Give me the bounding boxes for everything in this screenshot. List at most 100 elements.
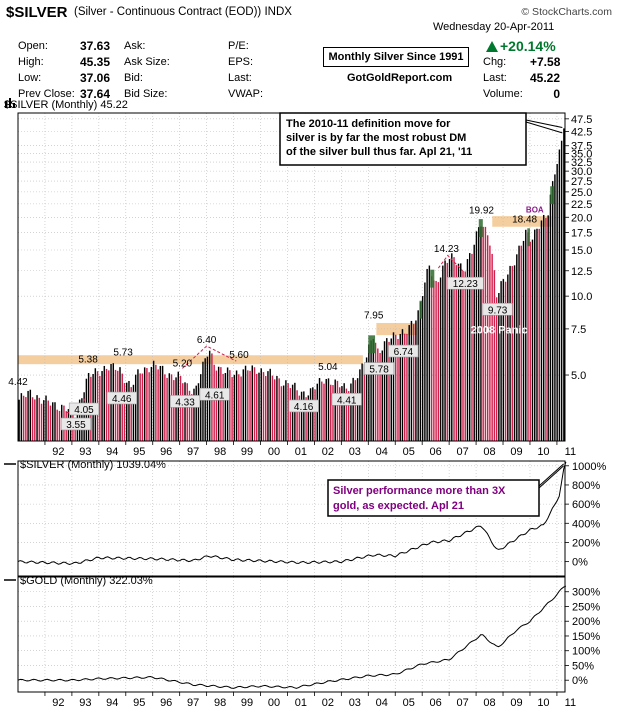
annotation-pointer [525,121,563,134]
price-bar [182,383,184,441]
price-bar [323,383,325,441]
price-bar [556,163,558,441]
x-axis-label: 06 [430,697,442,709]
price-bar [173,380,175,441]
price-bar [419,302,422,441]
quote-value: 45.35 [80,55,111,69]
bar-chart-icon [13,103,15,108]
price-label-box [388,344,419,358]
price-bar [338,387,341,441]
price-label-box [363,362,395,375]
price-bar [383,341,386,441]
annotation-text: gold, as expected. Apl 21 [333,500,464,512]
price-bar [253,367,256,441]
x-axis-label: 04 [376,697,388,709]
price-bar [249,370,251,441]
price-bar [300,391,303,441]
price-bar [251,365,253,441]
price-bar [101,371,103,441]
price-bar [401,329,404,441]
price-bar [354,380,357,441]
price-bar [504,281,507,441]
price-label: 4.16 [294,402,314,413]
price-bar [267,371,269,441]
x-axis-label: 09 [510,697,522,709]
x-axis-label: 08 [483,446,495,458]
annotation-pointer [538,465,564,489]
quote-label: P/E: [228,40,249,52]
price-bar [318,378,321,441]
price-bar [222,373,224,441]
quote-label: Bid: [124,72,143,84]
price-bar [489,245,491,441]
price-bar [412,324,415,441]
y-axis-label: 30.0 [571,166,592,178]
annotation-text: of the silver bull thus far. Apl 21, '11 [286,146,472,158]
price-label: 6.74 [394,347,414,358]
x-axis-label: 99 [241,697,253,709]
breakout-highlight [478,219,483,238]
price-label: 5.20 [173,359,193,370]
bar-chart-icon [9,98,11,108]
y-axis-label: 600% [572,499,600,511]
price-bar [495,297,498,441]
price-label-box [288,399,319,413]
breakout-highlight [368,335,376,354]
price-bar [428,265,431,441]
y-axis-label: 5.0 [571,370,586,382]
quote-label: High: [18,56,44,68]
price-bar [466,259,469,441]
swing-connector [182,345,237,369]
price-bar [123,383,126,441]
price-bar [38,397,41,441]
y-axis-label: 12.5 [571,266,592,278]
price-bar [117,370,119,441]
y-axis-label: 22.5 [571,199,592,211]
price-label: 4.46 [112,394,132,405]
price-label-box [331,393,362,406]
price-bar [509,265,511,441]
price-bar [446,262,449,441]
watermark: © StockCharts.com [521,6,612,18]
price-label: 5.38 [78,355,98,366]
price-bar [282,385,285,441]
price-bar [336,380,339,441]
price-bar [137,369,139,441]
price-bar [386,338,388,441]
x-axis-label: 03 [349,697,361,709]
price-bar [457,263,460,441]
price-bar [303,391,305,441]
price-bar [130,387,132,441]
price-bar [545,218,547,441]
price-bar [141,373,144,441]
price-bar [334,379,336,441]
price-label: 4.05 [74,405,94,416]
price-bar [406,333,408,441]
price-bar [343,383,345,441]
x-axis-label: 98 [214,697,226,709]
price-bar [332,385,334,441]
price-label: 4.41 [337,395,357,406]
price-bar [462,270,464,441]
price-bar [316,383,319,441]
x-axis-label: 05 [403,697,415,709]
price-bar [540,220,543,441]
price-bar [58,410,61,441]
price-bar [240,376,242,441]
price-bar [186,383,188,441]
price-bar [36,395,38,441]
annotation-text: The 2010-11 definition move for [286,118,451,130]
y-axis-label: 25.0 [571,187,592,199]
quote-label: Last: [228,72,252,84]
price-bar [152,360,155,441]
price-bar [226,367,229,441]
price-bar [143,367,146,441]
y-axis-label: 200% [572,537,600,549]
price-bar [56,409,58,441]
price-bar [49,405,52,441]
price-bar [527,232,529,441]
price-bar [307,395,310,441]
y-axis-label: 1000% [572,461,606,473]
price-bar [473,244,475,441]
price-label: 5.73 [113,348,133,359]
